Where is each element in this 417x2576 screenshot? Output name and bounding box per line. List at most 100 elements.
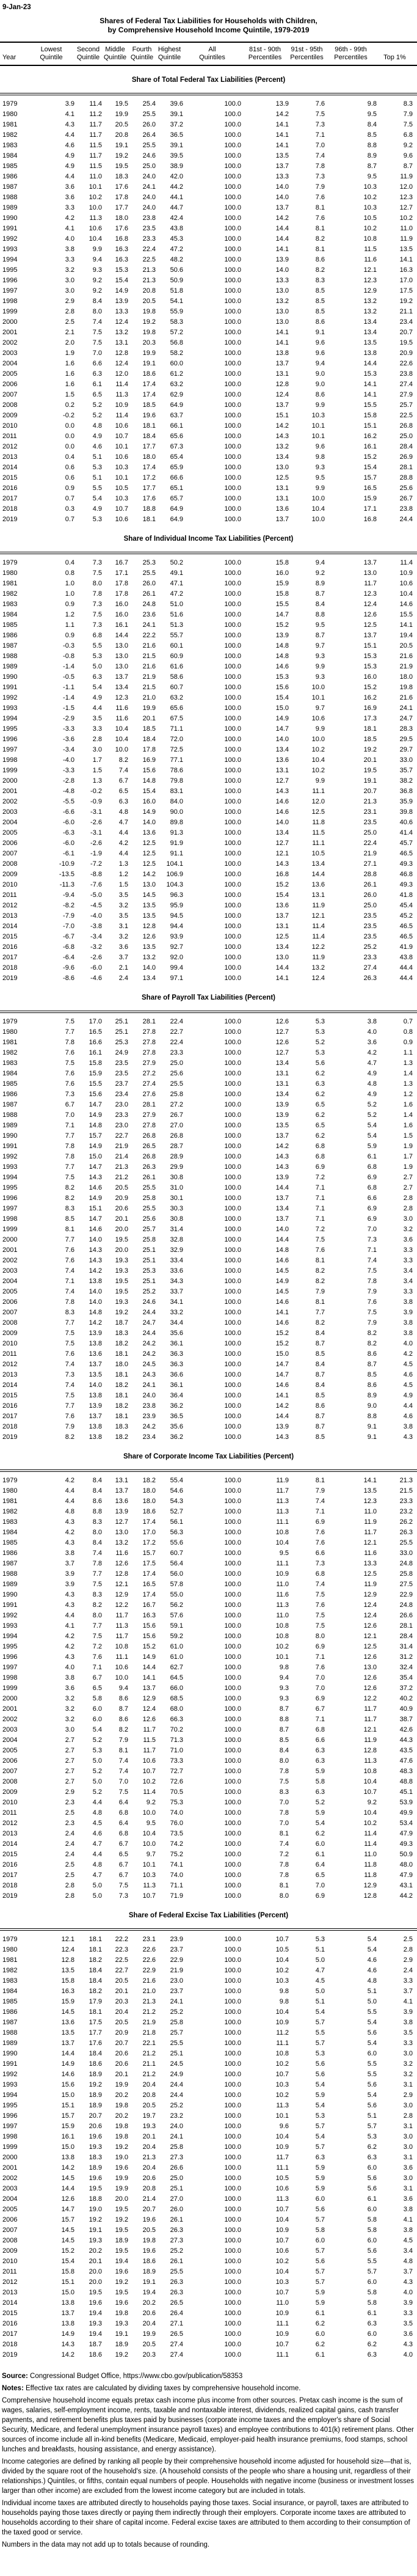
value-cell: 19.3: [115, 2320, 128, 2327]
value-cell: 14.1: [275, 121, 289, 128]
year-cell: 1989: [2, 1122, 18, 1129]
value-cell: 13.7: [275, 1195, 289, 1202]
value-cell: 19.3: [89, 2237, 102, 2244]
value-cell: 5.9: [315, 2164, 325, 2172]
value-cell: 7.0: [367, 1226, 377, 1233]
value-cell: 19.7: [142, 2112, 156, 2120]
value-cell: 13.3: [275, 277, 289, 284]
value-cell: 7.6: [315, 1246, 325, 1254]
value-cell: 19.6: [115, 2299, 128, 2307]
value-cell: 11.9: [364, 1736, 377, 1744]
value-cell: 13.1: [275, 485, 289, 492]
value-cell: 43.5: [399, 1747, 413, 1754]
value-cell: 19.2: [142, 318, 156, 326]
value-cell: 91.1: [170, 850, 183, 857]
value-cell: 21.0: [142, 694, 156, 701]
value-cell: 14.4: [275, 1236, 289, 1243]
table-row: 2010 15.4 20.1 19.4 18.6 26.1 100.0 10.2 5.6 5.5 4…: [0, 2256, 417, 2267]
value-cell: 11.7: [143, 1747, 156, 1754]
value-cell: 13.5: [363, 339, 377, 346]
value-cell: 13.1: [275, 370, 289, 378]
value-cell: 15.4: [363, 464, 377, 471]
value-cell: 36.5: [170, 1413, 183, 1420]
value-cell: 14.2: [275, 1143, 289, 1150]
value-cell: 1.6: [403, 1101, 413, 1108]
page-title: Shares of Federal Tax Liabilities for Ho…: [0, 16, 417, 35]
table-row: 1988 3.6 10.2 17.8 24.0 44.1 100.0 14.0 7.6 10.2 1…: [0, 192, 417, 203]
year-cell: 2019: [2, 2351, 18, 2358]
value-cell: 2.3: [65, 1799, 74, 1806]
year-cell: 1996: [2, 1653, 18, 1661]
value-cell: 5.8: [367, 2299, 377, 2307]
value-cell: 11.9: [312, 954, 325, 961]
value-cell: 100.0: [224, 1402, 241, 1410]
value-cell: 50.9: [170, 277, 183, 284]
value-cell: 5.7: [315, 2247, 325, 2255]
value-cell: 57.2: [170, 329, 183, 336]
value-cell: -3.4: [90, 933, 102, 940]
value-cell: 10.0: [115, 746, 128, 753]
value-cell: 15.2: [142, 1643, 156, 1650]
year-cell: 1982: [2, 131, 18, 139]
value-cell: 59.2: [170, 1633, 183, 1640]
value-cell: 61.2: [170, 370, 183, 378]
table-row: 1989 3.3 10.0 17.7 24.0 44.7 100.0 13.7 8.1 10.3 1…: [0, 203, 417, 213]
value-cell: 44.4: [399, 964, 413, 971]
value-cell: 7.4: [367, 1257, 377, 1264]
year-cell: 1983: [2, 1977, 18, 1985]
value-cell: 100.0: [224, 225, 241, 232]
column-header-top: Middle: [105, 46, 125, 53]
value-cell: 22.4: [170, 1018, 183, 1025]
value-cell: 19.9: [115, 2175, 128, 2182]
value-cell: 21.3: [115, 1163, 128, 1171]
value-cell: 59.1: [170, 1622, 183, 1630]
value-cell: 42.0: [170, 173, 183, 180]
value-cell: 100.0: [224, 632, 241, 639]
value-cell: 24.0: [142, 1392, 156, 1399]
year-cell: 1998: [2, 298, 18, 305]
value-cell: 17.6: [142, 495, 156, 502]
value-cell: 3.0: [65, 277, 74, 284]
value-cell: 5.0: [92, 1882, 102, 1889]
value-cell: 17.9: [89, 1998, 102, 2005]
value-cell: 19.5: [115, 163, 128, 170]
value-cell: 7.7: [65, 1402, 74, 1410]
value-cell: 8.0: [279, 1892, 289, 1900]
value-cell: 5.9: [315, 2185, 325, 2192]
table-row: 2010 2.3 4.4 6.4 9.2 75.3 100.0 7.0 5.2 9.2 53.9: [0, 1798, 417, 1808]
value-cell: 24.6: [142, 152, 156, 159]
value-cell: 10.1: [142, 1861, 156, 1868]
year-cell: 1987: [2, 1101, 18, 1108]
value-cell: 100.0: [224, 621, 241, 629]
value-cell: 42.4: [170, 214, 183, 222]
value-cell: 7.5: [65, 1330, 74, 1337]
value-cell: 20.4: [115, 2008, 128, 2016]
value-cell: 20.1: [89, 2258, 102, 2265]
value-cell: 9.3: [279, 1695, 289, 1702]
value-cell: 5.4: [315, 2102, 325, 2109]
value-cell: 12.5: [142, 840, 156, 847]
value-cell: 13.8: [275, 349, 289, 357]
value-cell: 14.0: [89, 1298, 102, 1306]
value-cell: 100.0: [224, 277, 241, 284]
value-cell: 6.3: [315, 1788, 325, 1796]
value-cell: 21.6: [142, 1977, 156, 1985]
value-cell: 3.0: [65, 287, 74, 295]
value-cell: 7.3: [315, 1560, 325, 1567]
value-cell: 23.5: [115, 1070, 128, 1077]
value-cell: 66.6: [170, 474, 183, 481]
value-cell: 10.6: [275, 2185, 289, 2192]
table-row: 1984 4.2 8.0 13.0 17.0 56.3 100.0 10.8 7.6 11.7 26…: [0, 1528, 417, 1538]
value-cell: 15.5: [363, 401, 377, 409]
value-cell: 100.0: [224, 1674, 241, 1681]
value-cell: 11.9: [312, 902, 325, 909]
value-cell: 13.0: [115, 663, 128, 670]
value-cell: 36.3: [170, 1350, 183, 1358]
value-cell: 1.5: [92, 767, 102, 774]
value-cell: 100.0: [224, 2050, 241, 2057]
value-cell: 18.6: [89, 2060, 102, 2068]
value-cell: 4.9: [65, 163, 74, 170]
table-row: 2009 2.9 5.2 7.5 11.4 70.5 100.0 8.3 6.3 10.7 45.1: [0, 1787, 417, 1798]
value-cell: 43.8: [170, 225, 183, 232]
table-row: 1993 4.1 7.7 11.3 15.6 59.1 100.0 10.8 7.5 12.6 28…: [0, 1621, 417, 1631]
